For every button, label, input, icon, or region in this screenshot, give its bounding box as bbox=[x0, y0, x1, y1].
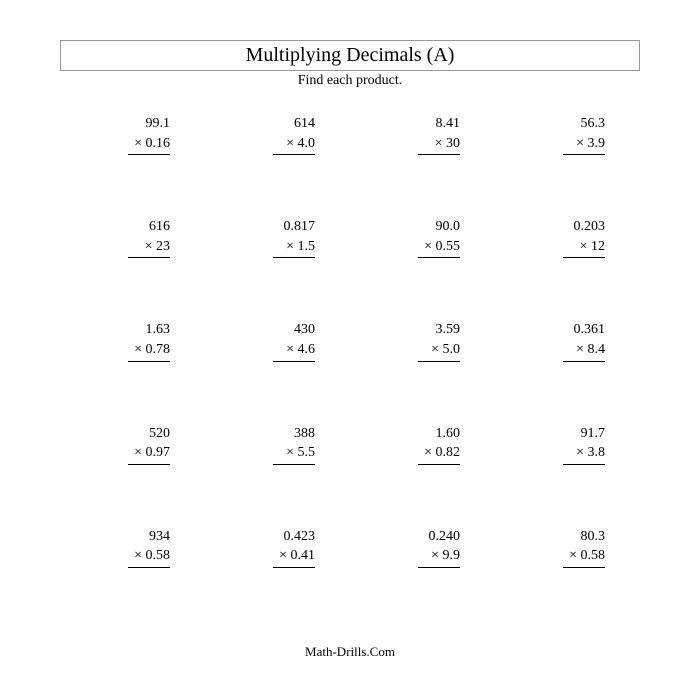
multiplicand: 3.59 bbox=[436, 320, 461, 340]
multiplier: × 0.58 bbox=[128, 546, 170, 568]
problem-cell: 430 × 4.6 bbox=[215, 320, 340, 361]
multiplicand: 520 bbox=[149, 424, 170, 444]
problem-cell: 99.1 × 0.16 bbox=[70, 114, 195, 155]
multiplicand: 0.423 bbox=[284, 527, 316, 547]
multiplicand: 80.3 bbox=[581, 527, 606, 547]
multiplicand: 0.240 bbox=[429, 527, 461, 547]
multiplicand: 1.60 bbox=[436, 424, 461, 444]
multiplicand: 8.41 bbox=[436, 114, 461, 134]
multiplicand: 90.0 bbox=[436, 217, 461, 237]
multiplicand: 56.3 bbox=[581, 114, 606, 134]
multiplier: × 0.78 bbox=[128, 340, 170, 362]
multiplicand: 614 bbox=[294, 114, 315, 134]
problem-cell: 91.7 × 3.8 bbox=[505, 424, 630, 465]
multiplicand: 0.203 bbox=[574, 217, 606, 237]
multiplier: × 4.0 bbox=[273, 134, 315, 156]
problem-cell: 1.63 × 0.78 bbox=[70, 320, 195, 361]
problem-cell: 616 × 23 bbox=[70, 217, 195, 258]
problem-cell: 520 × 0.97 bbox=[70, 424, 195, 465]
multiplier: × 9.9 bbox=[418, 546, 460, 568]
problem-cell: 8.41 × 30 bbox=[360, 114, 485, 155]
multiplicand: 91.7 bbox=[581, 424, 606, 444]
problem-cell: 80.3 × 0.58 bbox=[505, 527, 630, 568]
multiplier: × 5.5 bbox=[273, 443, 315, 465]
multiplicand: 388 bbox=[294, 424, 315, 444]
multiplier: × 0.97 bbox=[128, 443, 170, 465]
multiplier: × 0.41 bbox=[273, 546, 315, 568]
multiplier: × 4.6 bbox=[273, 340, 315, 362]
problem-cell: 388 × 5.5 bbox=[215, 424, 340, 465]
worksheet-container: Multiplying Decimals (A) Find each produ… bbox=[60, 40, 640, 680]
problem-cell: 90.0 × 0.55 bbox=[360, 217, 485, 258]
multiplicand: 0.817 bbox=[284, 217, 316, 237]
multiplier: × 0.58 bbox=[563, 546, 605, 568]
multiplicand: 0.361 bbox=[574, 320, 606, 340]
multiplier: × 5.0 bbox=[418, 340, 460, 362]
multiplier: × 0.55 bbox=[418, 237, 460, 259]
worksheet-subtitle: Find each product. bbox=[60, 73, 640, 89]
problem-cell: 0.423 × 0.41 bbox=[215, 527, 340, 568]
multiplicand: 99.1 bbox=[146, 114, 171, 134]
problem-cell: 1.60 × 0.82 bbox=[360, 424, 485, 465]
multiplier: × 30 bbox=[418, 134, 460, 156]
problem-cell: 0.240 × 9.9 bbox=[360, 527, 485, 568]
multiplier: × 1.5 bbox=[273, 237, 315, 259]
worksheet-title: Multiplying Decimals (A) bbox=[61, 44, 639, 67]
problem-cell: 56.3 × 3.9 bbox=[505, 114, 630, 155]
multiplier: × 12 bbox=[563, 237, 605, 259]
problem-cell: 0.361 × 8.4 bbox=[505, 320, 630, 361]
problem-cell: 0.817 × 1.5 bbox=[215, 217, 340, 258]
multiplicand: 616 bbox=[149, 217, 170, 237]
problem-cell: 3.59 × 5.0 bbox=[360, 320, 485, 361]
multiplier: × 23 bbox=[128, 237, 170, 259]
multiplicand: 934 bbox=[149, 527, 170, 547]
multiplier: × 3.9 bbox=[563, 134, 605, 156]
problem-cell: 934 × 0.58 bbox=[70, 527, 195, 568]
multiplicand: 430 bbox=[294, 320, 315, 340]
multiplicand: 1.63 bbox=[146, 320, 171, 340]
multiplier: × 3.8 bbox=[563, 443, 605, 465]
footer-credit: Math-Drills.Com bbox=[60, 644, 640, 660]
title-box: Multiplying Decimals (A) bbox=[60, 40, 640, 71]
multiplier: × 0.82 bbox=[418, 443, 460, 465]
problem-cell: 614 × 4.0 bbox=[215, 114, 340, 155]
problems-grid: 99.1 × 0.16 614 × 4.0 8.41 × 30 56.3 × 3… bbox=[60, 114, 640, 568]
multiplier: × 8.4 bbox=[563, 340, 605, 362]
problem-cell: 0.203 × 12 bbox=[505, 217, 630, 258]
multiplier: × 0.16 bbox=[128, 134, 170, 156]
